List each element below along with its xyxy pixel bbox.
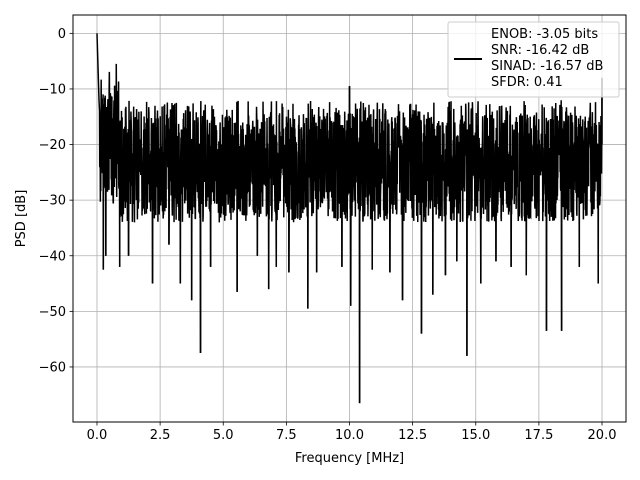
x-tick-label: 5.0 (213, 428, 234, 443)
y-tick-label: −50 (39, 305, 66, 320)
y-tick-label: −10 (39, 82, 66, 97)
x-tick-label: 12.5 (398, 428, 427, 443)
y-tick-label: −20 (39, 138, 66, 153)
y-tick-label: 0 (58, 27, 66, 42)
y-axis-ticks: 0 −10 −20 −30 −40 −50 −60 (39, 27, 73, 375)
psd-series (96, 33, 603, 404)
legend-sfdr: SFDR: 0.41 (491, 75, 563, 90)
x-tick-label: 15.0 (461, 428, 490, 443)
x-tick-label: 10.0 (335, 428, 364, 443)
legend-enob: ENOB: -3.05 bits (491, 27, 598, 42)
legend: ENOB: -3.05 bits SNR: -16.42 dB SINAD: -… (447, 21, 620, 98)
x-tick-label: 17.5 (524, 428, 553, 443)
x-axis-label: Frequency [MHz] (295, 451, 404, 466)
y-tick-label: −60 (39, 360, 66, 375)
legend-snr: SNR: -16.42 dB (491, 43, 589, 58)
y-tick-label: −30 (39, 194, 66, 209)
legend-box (447, 21, 620, 98)
x-tick-label: 2.5 (150, 428, 171, 443)
y-axis-label: PSD [dB] (14, 190, 29, 248)
x-axis-ticks: 0.0 2.5 5.0 7.5 10.0 12.5 15.0 17.5 20.0 (87, 422, 617, 443)
x-tick-label: 7.5 (276, 428, 297, 443)
y-tick-label: −40 (39, 249, 66, 264)
x-tick-label: 0.0 (87, 428, 108, 443)
x-tick-label: 20.0 (588, 428, 617, 443)
legend-sinad: SINAD: -16.57 dB (491, 59, 603, 74)
psd-trace (96, 33, 603, 404)
